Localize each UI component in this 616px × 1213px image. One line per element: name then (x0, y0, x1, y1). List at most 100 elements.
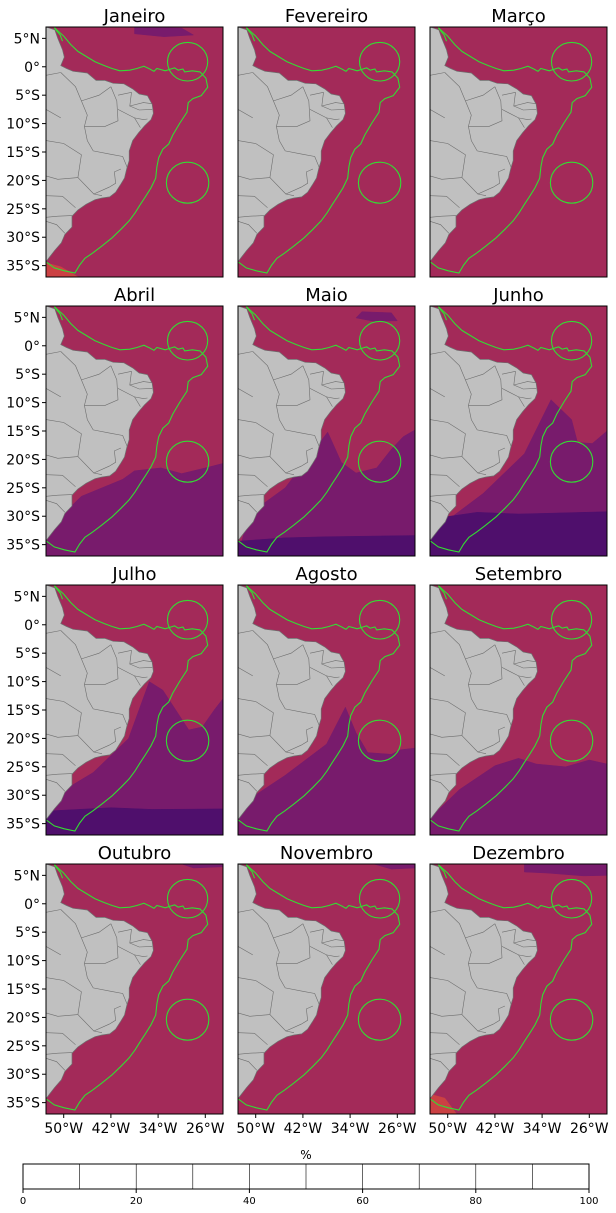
state-border (238, 667, 253, 677)
state-border (321, 650, 345, 665)
state-border (465, 86, 496, 102)
panel-title: Março (491, 6, 545, 27)
eez-outline-north (245, 585, 256, 600)
lat-tick-label: 30°S (6, 788, 40, 804)
lat-tick-label: 0° (24, 339, 40, 355)
eez-outline-north (437, 864, 448, 879)
state-border (46, 419, 82, 459)
state-border (238, 909, 253, 913)
state-border (46, 500, 66, 513)
state-border (81, 365, 112, 381)
island-eez-circle (166, 41, 209, 82)
state-border (93, 193, 103, 196)
state-border (321, 371, 345, 386)
state-border (465, 644, 496, 660)
lat-tick-label: 10°S (6, 396, 40, 412)
state-border (46, 388, 61, 398)
state-border (46, 667, 61, 677)
state-border (513, 929, 537, 944)
island-eez-circle (550, 599, 593, 640)
state-border (238, 773, 265, 776)
state-border (252, 351, 280, 406)
lat-tick-label: 35°S (6, 1096, 40, 1112)
eez-outline (46, 306, 209, 553)
lat-tick-label: 30°S (6, 1067, 40, 1083)
lat-tick-label: 15°S (6, 424, 40, 440)
state-border (477, 193, 487, 196)
state-border (513, 105, 537, 111)
eez-outline-north (245, 306, 256, 321)
state-border (321, 929, 345, 944)
island-eez-circle (165, 719, 210, 762)
state-border (77, 726, 122, 753)
island-eez-circle (358, 320, 401, 361)
state-border (238, 1032, 268, 1045)
state-border (461, 1005, 506, 1032)
lon-tick-label: 26°W (186, 1121, 225, 1137)
ocean-class-region (46, 463, 223, 556)
island-eez-circle (358, 599, 401, 640)
state-border (309, 650, 324, 654)
ocean-class-region (430, 1093, 457, 1114)
state-border (285, 472, 295, 475)
map-panel: Maio (237, 285, 416, 557)
state-border (269, 447, 314, 474)
eez-outline (238, 864, 401, 1111)
state-border (430, 351, 445, 355)
lon-tick-label: 42°W (284, 1121, 323, 1137)
state-border (46, 221, 66, 234)
state-border (276, 923, 311, 964)
state-border (269, 168, 314, 195)
eez-outline (238, 585, 401, 832)
state-border (77, 1005, 122, 1032)
state-border (285, 1030, 295, 1033)
state-border (238, 946, 253, 956)
map-panel: Agosto (237, 564, 416, 836)
state-border (326, 675, 333, 686)
state-border (129, 942, 153, 948)
lat-tick-label: 5°S (15, 646, 40, 662)
state-border (252, 72, 280, 127)
state-border (430, 977, 466, 1017)
lat-tick-label: 15°S (6, 145, 40, 161)
state-border (477, 1030, 487, 1033)
state-border (326, 396, 333, 407)
state-border (430, 630, 445, 634)
lat-tick-label: 35°S (6, 538, 40, 554)
panel-title: Janeiro (103, 6, 166, 27)
lat-tick-label: 10°S (6, 675, 40, 691)
island-eez-circle (358, 41, 401, 82)
state-border (468, 923, 503, 964)
state-border (129, 371, 153, 386)
state-border (501, 109, 532, 120)
lat-tick-label: 30°S (6, 509, 40, 525)
state-border (309, 929, 324, 933)
state-border (501, 946, 532, 957)
state-border (84, 963, 128, 1006)
state-border (252, 630, 280, 685)
map-panel: Junho (429, 285, 608, 557)
panel-title: Novembro (280, 843, 373, 864)
state-border (430, 1058, 450, 1071)
lat-tick-label: 5°N (14, 310, 40, 326)
eez-outline (430, 585, 593, 832)
lat-tick-label: 5°N (14, 589, 40, 605)
state-border (238, 351, 253, 355)
island-eez-circle (550, 41, 593, 82)
colorbar-tick-label: 20 (130, 1196, 143, 1207)
state-border (84, 86, 119, 127)
state-border (430, 779, 450, 792)
state-border (309, 667, 340, 678)
state-border (46, 909, 61, 913)
state-border (321, 384, 345, 390)
state-border (117, 929, 132, 933)
state-border (117, 650, 132, 654)
ocean-class-region (134, 27, 195, 37)
eez-outline-north (437, 27, 448, 42)
colorbar-label: % (300, 1148, 311, 1162)
state-border (129, 384, 153, 390)
state-border (129, 92, 153, 107)
state-border (430, 667, 445, 677)
state-border (238, 630, 253, 634)
ocean-class-region (46, 807, 223, 835)
